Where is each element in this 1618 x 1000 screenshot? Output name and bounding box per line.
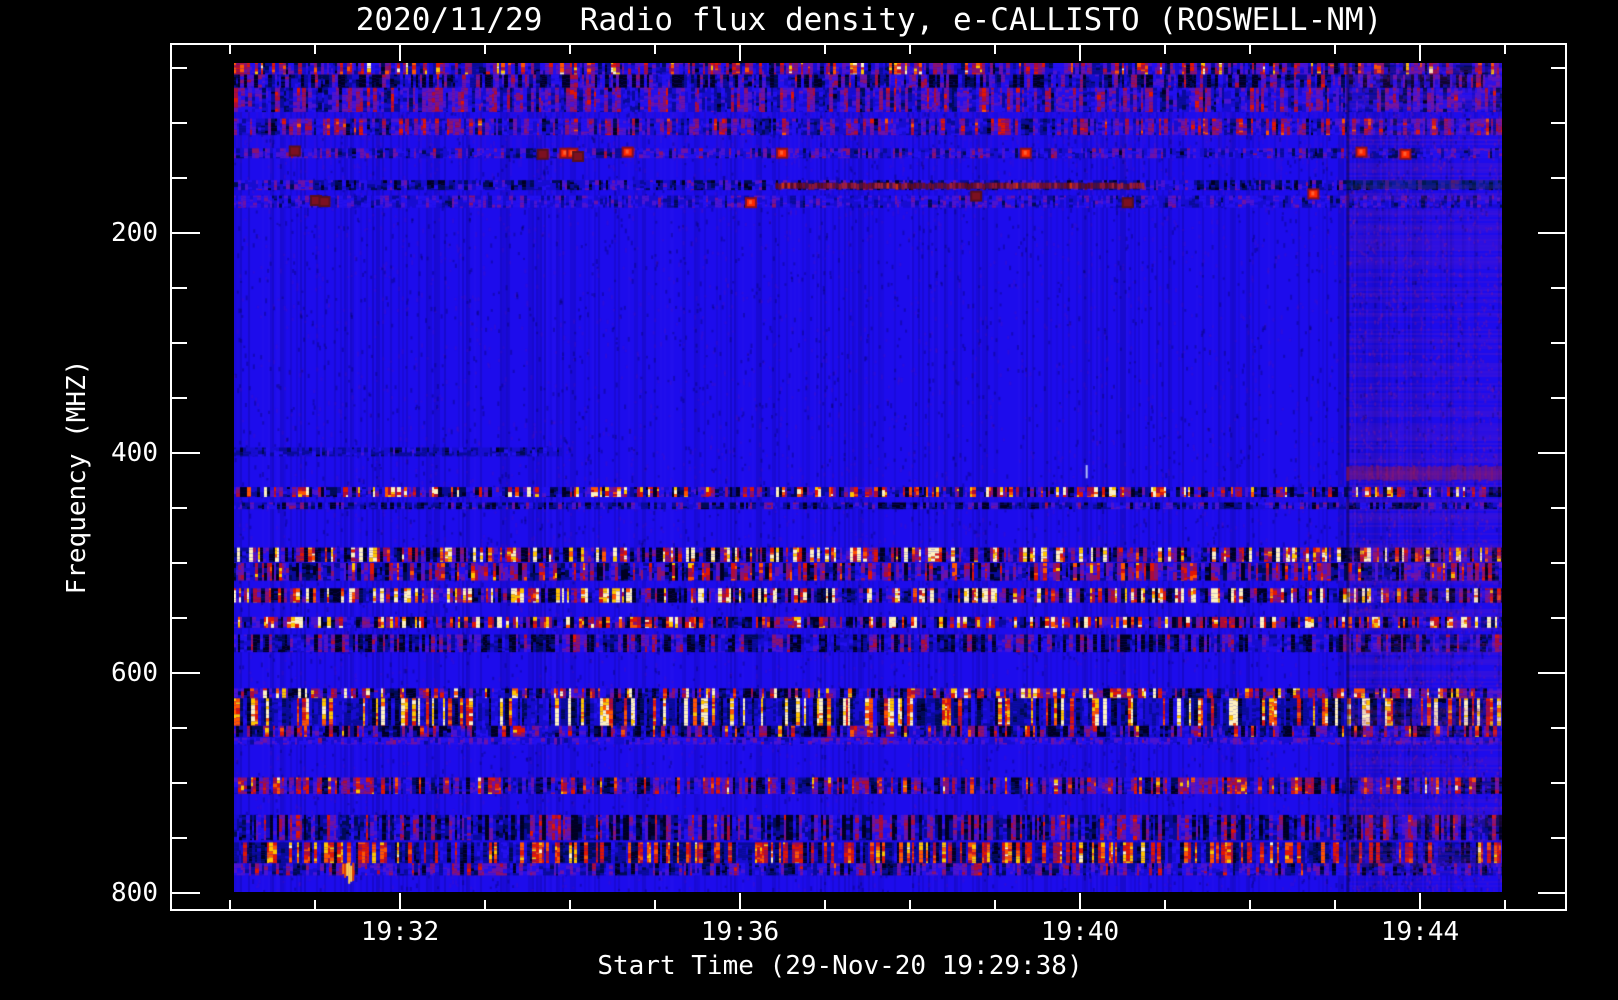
y-tick-label-600: 600 xyxy=(111,658,158,688)
y-tick-minor-right xyxy=(1551,617,1566,619)
x-tick-minor-top xyxy=(1164,45,1166,54)
y-tick-label-400: 400 xyxy=(111,438,158,468)
y-tick-major xyxy=(172,232,200,234)
y-tick-major xyxy=(172,672,200,674)
y-tick-major-right xyxy=(1538,452,1566,454)
y-tick-minor-right xyxy=(1551,122,1566,124)
plot-frame xyxy=(170,43,1567,911)
x-tick-minor xyxy=(654,900,656,909)
y-tick-major xyxy=(172,892,200,894)
y-tick-minor-right xyxy=(1551,177,1566,179)
y-tick-major-right xyxy=(1538,672,1566,674)
x-tick-major-top xyxy=(739,45,741,61)
x-tick-minor-top xyxy=(654,45,656,54)
y-tick-minor xyxy=(172,562,187,564)
x-tick-minor-top xyxy=(909,45,911,54)
x-tick-minor-top xyxy=(1334,45,1336,54)
y-tick-label-800: 800 xyxy=(111,878,158,908)
x-tick-minor xyxy=(909,900,911,909)
x-tick-minor-top xyxy=(484,45,486,54)
x-tick-minor-top xyxy=(314,45,316,54)
y-tick-minor xyxy=(172,727,187,729)
y-tick-minor xyxy=(172,507,187,509)
x-tick-minor xyxy=(484,900,486,909)
x-tick-minor-top xyxy=(569,45,571,54)
y-tick-minor xyxy=(172,837,187,839)
x-tick-minor xyxy=(824,900,826,909)
x-tick-major xyxy=(399,893,401,909)
x-tick-label-1940: 19:40 xyxy=(1040,917,1120,947)
x-tick-label-1932: 19:32 xyxy=(360,917,440,947)
x-tick-minor-top xyxy=(229,45,231,54)
y-tick-minor xyxy=(172,67,187,69)
y-tick-minor-right xyxy=(1551,67,1566,69)
y-tick-minor-right xyxy=(1551,782,1566,784)
y-tick-minor-right xyxy=(1551,507,1566,509)
x-tick-major xyxy=(739,893,741,909)
x-tick-minor-top xyxy=(1504,45,1506,54)
chart-title: 2020/11/29 Radio flux density, e-CALLIST… xyxy=(355,2,1383,38)
y-tick-major-right xyxy=(1538,892,1566,894)
x-tick-minor xyxy=(1334,900,1336,909)
y-tick-minor xyxy=(172,397,187,399)
x-tick-minor xyxy=(994,900,996,909)
x-tick-minor xyxy=(1504,900,1506,909)
x-tick-minor-top xyxy=(1249,45,1251,54)
x-tick-minor xyxy=(314,900,316,909)
y-tick-major xyxy=(172,452,200,454)
x-tick-minor xyxy=(1164,900,1166,909)
x-tick-label-1944: 19:44 xyxy=(1380,917,1460,947)
x-tick-major-top xyxy=(399,45,401,61)
spectrogram-image xyxy=(234,63,1502,892)
y-tick-minor-right xyxy=(1551,342,1566,344)
y-tick-minor xyxy=(172,122,187,124)
y-tick-minor xyxy=(172,287,187,289)
x-tick-minor xyxy=(229,900,231,909)
x-tick-minor xyxy=(569,900,571,909)
x-tick-major-top xyxy=(1419,45,1421,61)
x-tick-minor-top xyxy=(824,45,826,54)
x-tick-major xyxy=(1079,893,1081,909)
x-tick-major-top xyxy=(1079,45,1081,61)
y-tick-minor-right xyxy=(1551,397,1566,399)
y-tick-minor xyxy=(172,177,187,179)
x-tick-minor-top xyxy=(994,45,996,54)
y-tick-major-right xyxy=(1538,232,1566,234)
y-tick-minor-right xyxy=(1551,837,1566,839)
y-tick-minor-right xyxy=(1551,727,1566,729)
y-tick-minor-right xyxy=(1551,287,1566,289)
x-tick-major xyxy=(1419,893,1421,909)
y-tick-minor xyxy=(172,782,187,784)
y-tick-minor-right xyxy=(1551,562,1566,564)
y-tick-minor xyxy=(172,342,187,344)
x-tick-label-1936: 19:36 xyxy=(700,917,780,947)
x-tick-minor xyxy=(1249,900,1251,909)
x-axis-title: Start Time (29-Nov-20 19:29:38) xyxy=(597,951,1083,981)
y-tick-minor xyxy=(172,617,187,619)
y-axis-title: Frequency (MHZ) xyxy=(62,359,92,595)
y-tick-label-200: 200 xyxy=(111,218,158,248)
